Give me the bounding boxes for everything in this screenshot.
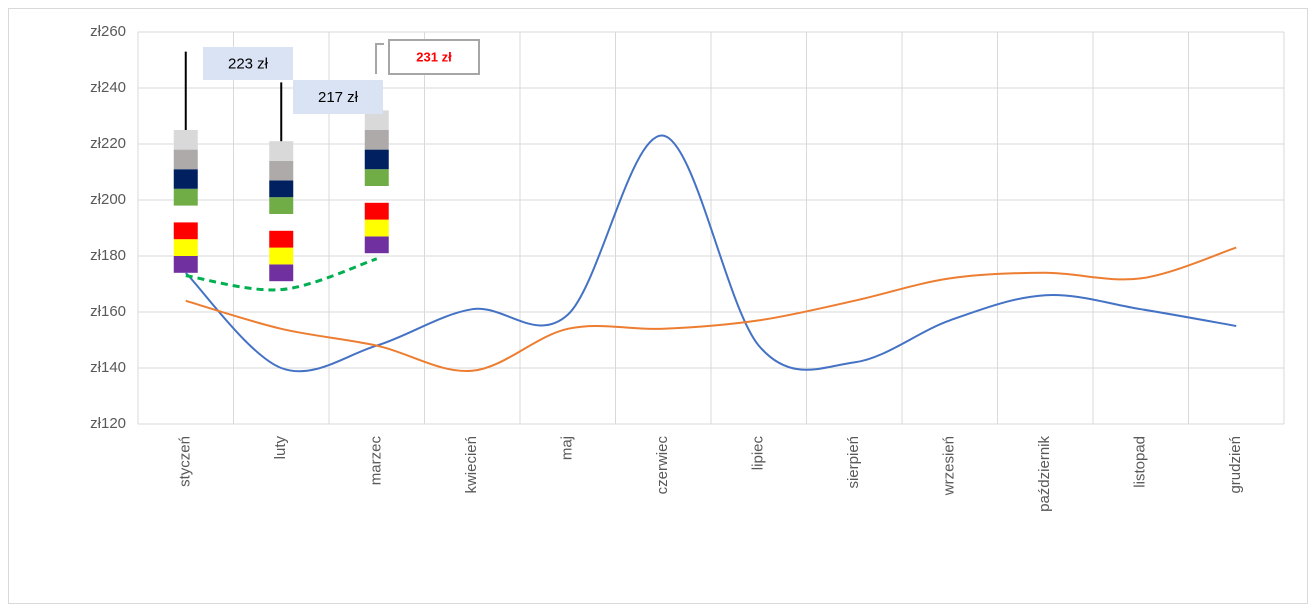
- stack-segment: [364, 110, 389, 130]
- y-tick-label: zł160: [90, 303, 126, 320]
- stack-segment: [364, 236, 389, 254]
- stack-segment: [269, 197, 294, 214]
- annotation-label: 217 zł: [318, 89, 359, 106]
- stack-segment: [173, 169, 198, 189]
- stack-segment: [364, 219, 389, 237]
- x-tick-label: lipiec: [750, 436, 767, 471]
- line-series: [185, 257, 378, 292]
- x-tick-label: październik: [1036, 436, 1053, 512]
- x-tick-label: luty: [272, 436, 289, 460]
- annotation-label: 223 zł: [228, 55, 269, 72]
- chart-border: [8, 8, 1308, 604]
- annotation-bracket: [375, 43, 384, 74]
- x-tick-label: kwiecień: [463, 436, 480, 494]
- annotation-box: [293, 80, 383, 114]
- x-tick-label: czerwiec: [654, 436, 671, 495]
- stack-segment: [173, 256, 198, 273]
- stack-segment: [173, 239, 198, 256]
- stack-segment: [269, 247, 294, 265]
- stack-segment: [364, 169, 389, 186]
- stack-segment: [269, 180, 294, 198]
- line-series: [185, 134, 1237, 373]
- stack-segment: [364, 130, 389, 150]
- stack-segment: [173, 130, 198, 150]
- y-tick-label: zł180: [90, 247, 126, 264]
- stack-segment: [269, 230, 294, 248]
- y-tick-label: zł140: [90, 359, 126, 376]
- stack-segment: [173, 188, 198, 206]
- y-tick-label: zł200: [90, 191, 126, 208]
- x-tick-label: grudzień: [1227, 436, 1244, 494]
- y-tick-label: zł220: [90, 135, 126, 152]
- annotation-box: [388, 39, 480, 75]
- annotation-label: 231 zł: [416, 49, 452, 64]
- x-tick-label: listopad: [1132, 436, 1149, 488]
- stack-segment: [173, 149, 198, 170]
- x-tick-label: styczeń: [177, 436, 194, 487]
- stack-segment: [269, 264, 294, 282]
- stack-segment: [364, 202, 389, 220]
- line-series: [185, 246, 1237, 373]
- x-tick-label: maj: [559, 436, 576, 460]
- x-tick-label: sierpień: [845, 436, 862, 489]
- stack-segment: [364, 149, 389, 170]
- annotation-box: [203, 47, 293, 80]
- x-tick-label: marzec: [368, 436, 385, 486]
- stack-segment: [269, 141, 294, 161]
- stack-segment: [269, 160, 294, 181]
- y-tick-label: zł240: [90, 79, 126, 96]
- y-tick-label: zł260: [90, 23, 126, 40]
- y-tick-label: zł120: [90, 415, 126, 432]
- x-tick-label: wrzesień: [941, 436, 958, 496]
- stack-segment: [173, 222, 198, 240]
